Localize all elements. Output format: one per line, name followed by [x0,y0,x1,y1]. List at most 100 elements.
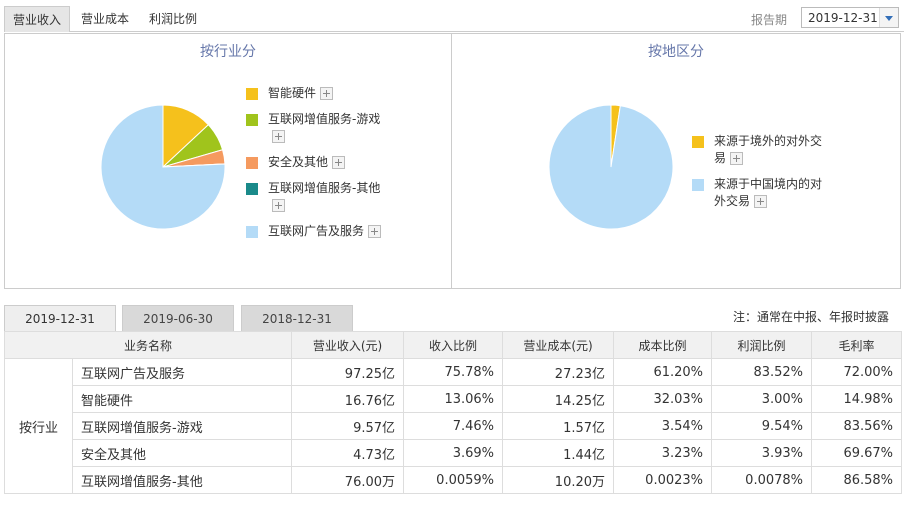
col-header: 业务名称 [3,331,293,359]
legend-swatch [246,114,258,126]
cell: 83.56% [811,412,903,440]
plus-icon[interactable] [320,87,334,100]
table-row: 互联网增值服务-游戏 9.57亿 7.46% 1.57亿 3.54% 9.54%… [5,412,903,440]
period-select[interactable]: 2019-12-31 [801,7,899,28]
legend-swatch [246,157,258,169]
cell: 9.54% [711,412,813,440]
date-tab-2018-12-31[interactable]: 2018-12-31 [241,305,353,331]
cell: 3.93% [711,439,813,467]
cell: 3.69% [403,439,504,467]
cell: 互联网广告及服务 [71,358,293,386]
legend-label: 来源于中国境内的对外交易 [714,177,823,208]
col-header: 毛利率 [811,331,903,359]
cell: 14.25亿 [502,385,615,413]
cell: 0.0023% [613,466,713,494]
cell: 83.52% [711,358,813,386]
tab-cost[interactable]: 营业成本 [81,12,130,26]
plus-icon[interactable] [272,130,285,143]
table-header-row: 业务名称 营业收入(元) 收入比例 营业成本(元) 成本比例 利润比例 毛利率 [3,331,903,359]
tab-profit-ratio[interactable]: 利润比例 [149,12,198,26]
legend-swatch [246,88,258,100]
tab-divider [70,31,904,32]
cell: 9.57亿 [291,412,405,440]
legend-label: 互联网增值服务-游戏 [268,112,381,126]
industry-panel-title: 按行业分 [200,44,256,60]
legend-swatch [246,183,258,195]
legend-item: 安全及其他 [246,154,386,171]
cell: 互联网增值服务-其他 [71,466,293,494]
period-value: 2019-12-31 [808,11,878,25]
cell: 3.54% [613,412,713,440]
legend-item: 互联网增值服务-其他 [246,180,386,214]
cell: 32.03% [613,385,713,413]
region-panel: 按地区分 来源于境外的对外交易 来源于中国境内的对外交易 [452,33,901,289]
period-label: 报告期 [751,13,788,27]
plus-icon[interactable] [730,152,744,165]
table-row: 按行业 互联网广告及服务 97.25亿 75.78% 27.23亿 61.20%… [4,358,903,494]
cell: 3.00% [711,385,813,413]
col-header: 营业收入(元) [291,331,405,359]
region-panel-title: 按地区分 [648,44,704,60]
plus-icon[interactable] [368,225,382,238]
legend-item: 互联网广告及服务 [246,223,386,240]
col-header: 营业成本(元) [502,331,615,359]
industry-panel: 按行业分 智能硬件 互联网增值服务-游戏 安全及其他 互联网增值服务-其他 互联… [4,33,452,289]
industry-pie-chart [100,104,226,230]
chevron-down-icon[interactable] [879,8,898,27]
cell: 10.20万 [502,466,615,494]
industry-legend: 智能硬件 互联网增值服务-游戏 安全及其他 互联网增值服务-其他 互联网广告及服… [246,85,386,240]
plus-icon[interactable] [754,195,768,208]
cell: 0.0078% [711,466,813,494]
disclosure-note: 注：通常在中报、年报时披露 [733,310,890,324]
cell: 75.78% [403,358,504,386]
cell: 0.0059% [403,466,504,494]
plus-icon[interactable] [272,199,285,212]
date-tab-2019-06-30[interactable]: 2019-06-30 [122,305,234,331]
cell: 智能硬件 [71,385,293,413]
cell: 72.00% [811,358,903,386]
cell: 13.06% [403,385,504,413]
legend-swatch [692,179,704,191]
table-row: 智能硬件 16.76亿 13.06% 14.25亿 32.03% 3.00% 1… [5,385,903,413]
cell: 61.20% [613,358,713,386]
cell: 3.23% [613,439,713,467]
legend-item: 来源于中国境内的对外交易 [692,176,832,210]
revenue-table: 业务名称 营业收入(元) 收入比例 营业成本(元) 成本比例 利润比例 毛利率 … [3,331,903,494]
group-cell: 按行业 [4,358,73,494]
region-pie-chart [548,104,674,230]
cell: 互联网增值服务-游戏 [71,412,293,440]
legend-label: 互联网广告及服务 [268,224,365,238]
legend-swatch [692,136,704,148]
col-header: 成本比例 [613,331,713,359]
legend-label: 安全及其他 [268,155,329,169]
date-tab-2019-12-31[interactable]: 2019-12-31 [4,305,116,331]
legend-item: 互联网增值服务-游戏 [246,111,386,145]
cell: 76.00万 [291,466,405,494]
cell: 69.67% [811,439,903,467]
cell: 1.44亿 [502,439,615,467]
cell: 1.57亿 [502,412,615,440]
legend-label: 来源于境外的对外交易 [714,134,823,165]
cell: 安全及其他 [71,439,293,467]
region-legend: 来源于境外的对外交易 来源于中国境内的对外交易 [692,133,832,210]
tab-revenue[interactable]: 营业收入 [4,6,71,32]
cell: 97.25亿 [291,358,405,386]
legend-item: 智能硬件 [246,85,386,102]
cell: 86.58% [811,466,903,494]
legend-item: 来源于境外的对外交易 [692,133,832,167]
pie-slice[interactable] [548,104,674,230]
cell: 4.73亿 [291,439,405,467]
pie-slice[interactable] [100,104,226,230]
cell: 27.23亿 [502,358,615,386]
cell: 16.76亿 [291,385,405,413]
legend-label: 智能硬件 [268,86,317,100]
top-tab-bar: 营业收入 营业成本 利润比例 报告期 2019-12-31 [0,0,914,32]
cell: 7.46% [403,412,504,440]
cell: 14.98% [811,385,903,413]
table-row: 互联网增值服务-其他 76.00万 0.0059% 10.20万 0.0023%… [5,466,903,494]
table-row: 安全及其他 4.73亿 3.69% 1.44亿 3.23% 3.93% 69.6… [5,439,903,467]
plus-icon[interactable] [332,156,346,169]
legend-swatch [246,226,258,238]
col-header: 利润比例 [711,331,813,359]
legend-label: 互联网增值服务-其他 [268,181,381,195]
